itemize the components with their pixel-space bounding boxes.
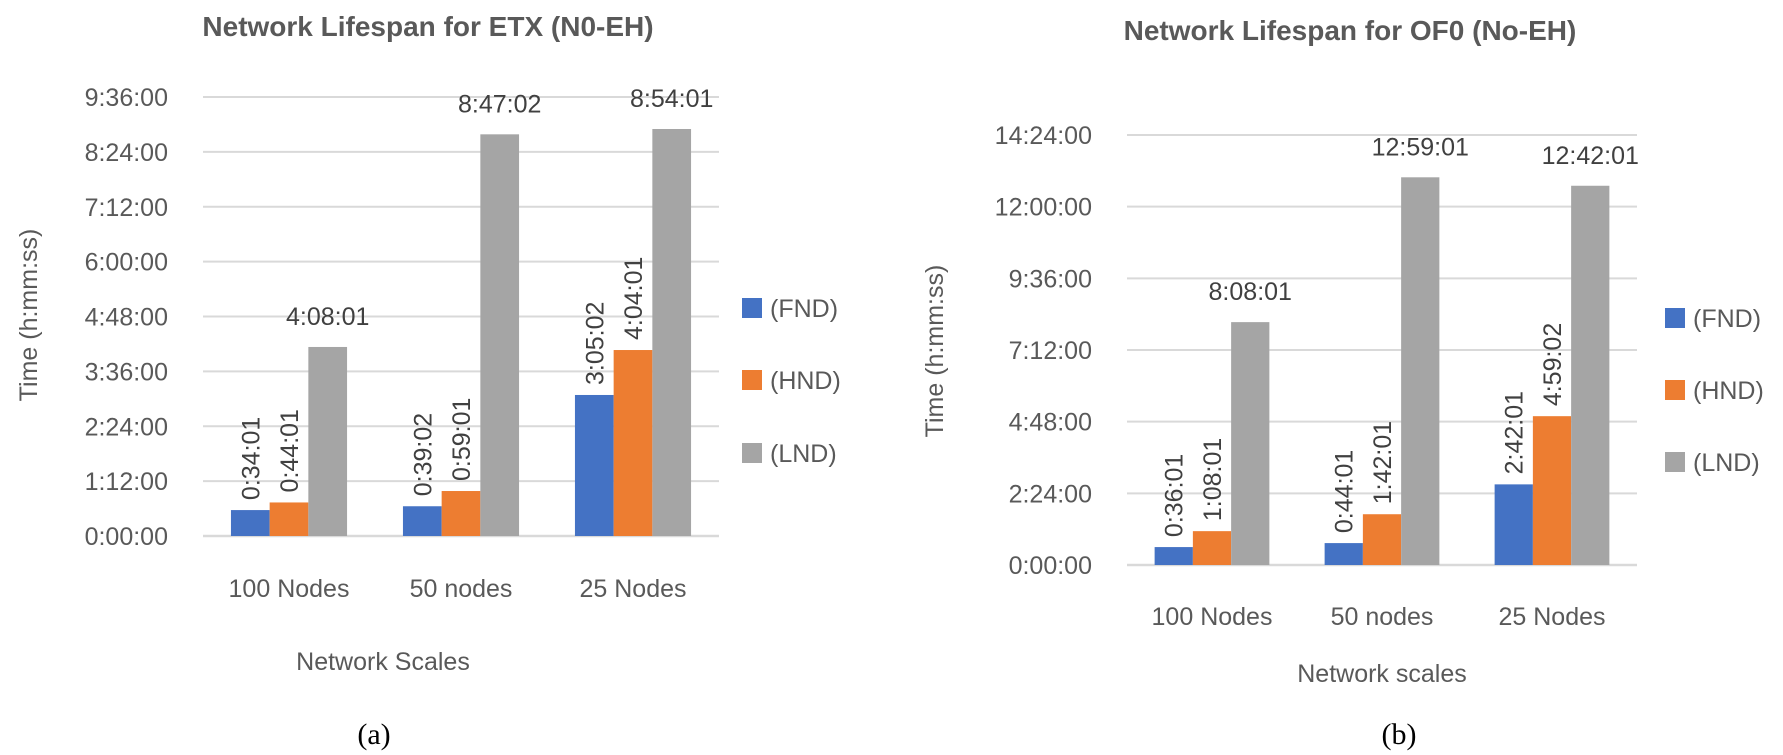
bar-fnd bbox=[1324, 543, 1363, 565]
chart-title: Network Lifespan for OF0 (No-EH) bbox=[1124, 15, 1577, 46]
bar-lnd bbox=[1401, 177, 1440, 565]
bar-fnd bbox=[1494, 484, 1533, 565]
legend-item: (FND) bbox=[742, 295, 838, 323]
data-label: 4:59:02 bbox=[1539, 323, 1567, 406]
legend-item: (FND) bbox=[1665, 305, 1761, 333]
data-label: 0:44:01 bbox=[1331, 450, 1359, 533]
bar-fnd bbox=[402, 506, 442, 536]
x-tick-label: 50 nodes bbox=[410, 575, 513, 603]
legend-label: (HND) bbox=[770, 367, 841, 395]
bar-lnd bbox=[1571, 185, 1610, 565]
bar-hnd bbox=[1192, 531, 1232, 565]
y-tick-label: 4:48:00 bbox=[85, 304, 168, 332]
y-tick-label: 2:24:00 bbox=[1009, 480, 1092, 508]
legend-label: (FND) bbox=[1693, 305, 1761, 333]
data-label: 2:42:01 bbox=[1501, 391, 1529, 474]
data-label: 1:42:01 bbox=[1369, 421, 1397, 504]
x-tick-label: 50 nodes bbox=[1331, 603, 1434, 631]
bar-fnd bbox=[230, 510, 270, 536]
legend-swatch bbox=[742, 370, 762, 390]
data-label: 8:47:02 bbox=[458, 90, 541, 118]
bar-hnd bbox=[613, 350, 653, 536]
y-axis-title: Time (h:mm:ss) bbox=[15, 229, 43, 402]
y-tick-label: 2:24:00 bbox=[85, 413, 168, 441]
legend-item: (HND) bbox=[1665, 377, 1764, 405]
data-label: 4:08:01 bbox=[286, 303, 369, 331]
y-tick-label: 3:36:00 bbox=[85, 358, 168, 386]
y-tick-label: 9:36:00 bbox=[1009, 265, 1092, 293]
bar-hnd bbox=[1362, 514, 1402, 565]
legend-label: (HND) bbox=[1693, 377, 1764, 405]
legend-swatch bbox=[1665, 308, 1685, 328]
data-label: 3:05:02 bbox=[581, 302, 609, 385]
legend-item: (LND) bbox=[1665, 449, 1760, 477]
x-tick-label: 25 Nodes bbox=[579, 575, 686, 603]
y-tick-label: 14:24:00 bbox=[995, 122, 1092, 150]
legend-swatch bbox=[742, 443, 762, 463]
bar-hnd bbox=[1532, 416, 1572, 565]
data-label: 0:39:02 bbox=[409, 413, 437, 496]
chart-a: 0:00:00 1:12:00 2:24:00 3:36:00 4:48:00 6:00:… bbox=[15, 11, 841, 751]
x-tick-label: 25 Nodes bbox=[1498, 603, 1605, 631]
figure-caption: (b) bbox=[1382, 718, 1417, 751]
legend-swatch bbox=[742, 298, 762, 318]
y-tick-label: 9:36:00 bbox=[85, 84, 168, 112]
x-axis-title: Network scales bbox=[1297, 660, 1467, 688]
bar-lnd bbox=[308, 346, 348, 536]
legend-swatch bbox=[1665, 452, 1685, 472]
data-label: 0:44:01 bbox=[276, 409, 304, 492]
bar-lnd bbox=[480, 134, 520, 537]
data-label: 12:59:01 bbox=[1372, 133, 1469, 161]
bar-lnd bbox=[652, 128, 692, 536]
data-label: 8:08:01 bbox=[1209, 278, 1292, 306]
y-tick-label: 7:12:00 bbox=[85, 194, 168, 222]
legend-label: (LND) bbox=[770, 440, 837, 468]
bar-fnd bbox=[1154, 547, 1193, 565]
x-axis-title: Network Scales bbox=[296, 648, 470, 676]
x-tick-label: 100 Nodes bbox=[1152, 603, 1273, 631]
bar-hnd bbox=[269, 502, 309, 536]
legend-item: (HND) bbox=[742, 367, 841, 395]
legend-label: (FND) bbox=[770, 295, 838, 323]
data-label: 4:04:01 bbox=[620, 257, 648, 340]
data-label: 0:36:01 bbox=[1161, 454, 1189, 537]
data-label: 0:34:01 bbox=[237, 417, 265, 500]
y-tick-label: 0:00:00 bbox=[85, 523, 168, 551]
bar-hnd bbox=[441, 491, 481, 536]
bar-lnd bbox=[1231, 322, 1270, 565]
data-label: 1:08:01 bbox=[1199, 438, 1227, 521]
chart-b: 0:00:00 2:24:00 4:48:00 7:12:00 9:36:00 12:00… bbox=[921, 15, 1764, 751]
data-label: 0:59:01 bbox=[448, 398, 476, 481]
y-tick-label: 7:12:00 bbox=[1009, 337, 1092, 365]
x-tick-label: 100 Nodes bbox=[229, 575, 350, 603]
legend-label: (LND) bbox=[1693, 449, 1760, 477]
bar-fnd bbox=[574, 394, 614, 536]
legend-swatch bbox=[1665, 380, 1685, 400]
y-tick-label: 0:00:00 bbox=[1009, 552, 1092, 580]
y-tick-label: 4:48:00 bbox=[1009, 409, 1092, 437]
y-tick-label: 12:00:00 bbox=[995, 194, 1092, 222]
data-label: 8:54:01 bbox=[630, 85, 713, 113]
data-label: 12:42:01 bbox=[1542, 142, 1639, 170]
legend-item: (LND) bbox=[742, 440, 837, 468]
chart-title: Network Lifespan for ETX (N0-EH) bbox=[202, 11, 653, 42]
y-tick-label: 1:12:00 bbox=[85, 468, 168, 496]
y-tick-label: 6:00:00 bbox=[85, 249, 168, 277]
y-tick-label: 8:24:00 bbox=[85, 139, 168, 167]
figure-caption: (a) bbox=[357, 718, 390, 751]
y-axis-title: Time (h:mm:ss) bbox=[921, 265, 949, 438]
